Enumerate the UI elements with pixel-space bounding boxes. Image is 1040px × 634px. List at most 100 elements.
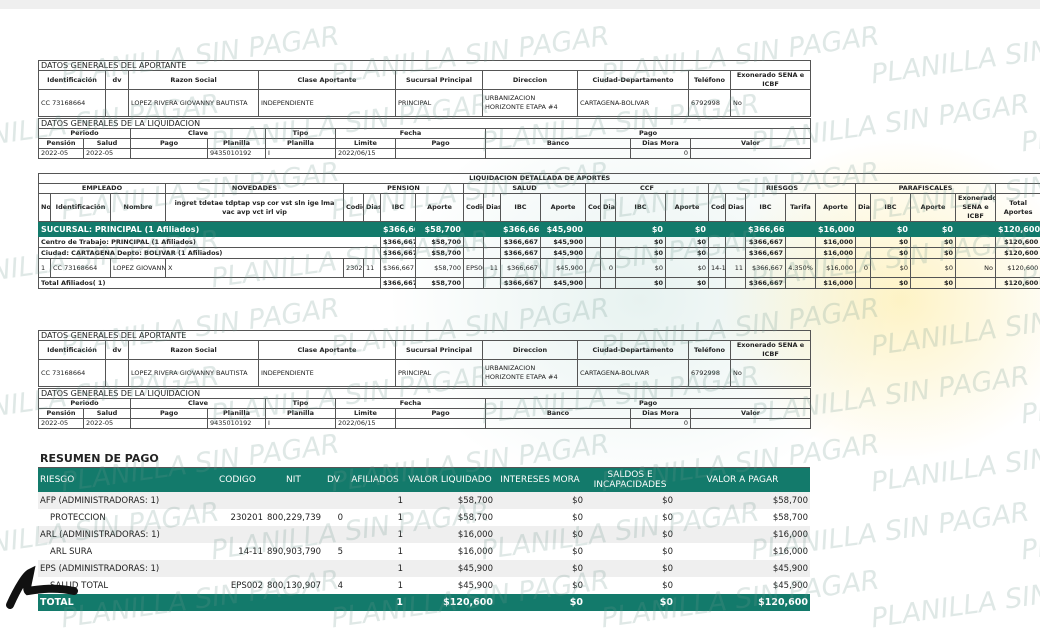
cell: X [166,259,344,278]
cell [131,419,208,429]
cell: 800,130,907 [265,577,322,594]
cell [856,278,871,289]
cell: $58,700 [416,248,464,259]
cell: ingret tdetae tdptap vsp cor vst sln ige… [166,194,344,222]
cell: ARL SURA [38,543,210,560]
cell [322,594,345,611]
cell: 6792998 [689,90,731,117]
cell [210,492,265,509]
cell: Ciudad-Departamento [578,71,689,90]
cell: 2022-05 [39,149,84,159]
cell: $0 [871,278,911,289]
cell: $45,900 [405,560,495,577]
cell: Nombre [111,194,166,222]
cell: SALUD [464,184,586,194]
cell: 230201 [210,509,265,526]
cell: $0 [616,248,666,259]
cell: IBC [616,194,666,222]
cell: $366,667 [501,248,541,259]
cell: 2022-05 [84,149,131,159]
cell: RIESGOS [709,184,856,194]
cell: $45,900 [541,259,586,278]
cell: Banco [486,409,631,419]
cell [265,594,322,611]
cell: Planilla [208,409,266,419]
cell: $0 [495,560,585,577]
cell: $0 [666,278,709,289]
cell: $366,667 [381,222,416,237]
cell: Total Afiliados( 1) [39,278,381,289]
cell: Clave [131,129,266,139]
cell: PARAFISCALES [856,184,996,194]
cell: CC 73168664 [39,90,106,117]
cell [396,419,486,429]
row: EPS (ADMINISTRADORAS: 1)1$45,900$0$0$45,… [38,560,810,577]
cell: Tipo [266,129,336,139]
cell [786,278,816,289]
cell: $120,600 [675,594,810,611]
cell [601,278,616,289]
cell: Codigo [586,194,601,222]
cell: Pago [396,139,486,149]
cell: Pensión [39,139,84,149]
cell: Dias [484,194,501,222]
cell: Ciudad-Departamento [578,341,689,360]
cell: $16,000 [816,237,856,248]
cell: $366,667 [746,259,786,278]
cell [709,248,726,259]
cell: Teléfono [689,341,731,360]
cell: $0 [495,526,585,543]
cell [484,278,501,289]
cell: $16,000 [816,278,856,289]
cell: Identificación [39,341,106,360]
cell [464,222,484,237]
cell [464,248,484,259]
cell [396,149,486,159]
cell: 0 [631,419,691,429]
cell: dv [106,71,129,90]
cell [786,237,816,248]
cell: DATOS GENERALES DEL APORTANTE [39,61,811,71]
cell: $0 [911,259,956,278]
cell: IBC [381,194,416,222]
cell: PRINCIPAL [396,360,483,387]
cell: $16,000 [405,543,495,560]
cell [601,248,616,259]
cell: $0 [616,237,666,248]
cell: $16,000 [816,248,856,259]
cell: Limite [336,409,396,419]
cell: LIQUIDACION DETALLADA DE APORTES [39,174,1040,184]
cell: Planilla [266,139,336,149]
cell: $120,600 [996,259,1040,278]
cell: $58,700 [416,259,464,278]
cell: Salud [84,409,131,419]
cell: 0 [322,509,345,526]
cell: $0 [495,543,585,560]
cell [726,237,746,248]
row: Centro de Trabajo: PRINCIPAL (1 Afiliado… [39,237,1040,248]
cell: 1 [345,492,405,509]
cell: Codigo [709,194,726,222]
cell: CCF [586,184,709,194]
cell: Clase Aportante [259,341,396,360]
cell: $0 [495,492,585,509]
cell: Dias [601,194,616,222]
cell: $0 [495,577,585,594]
cell: SALDOS E INCAPACIDADES [585,468,675,493]
cell [691,149,811,159]
cell: No. [39,194,51,222]
cell: $16,000 [405,526,495,543]
cell [265,560,322,577]
row: RESUMEN DE PAGO [38,450,810,468]
cell: CC 73168664 [39,360,106,387]
